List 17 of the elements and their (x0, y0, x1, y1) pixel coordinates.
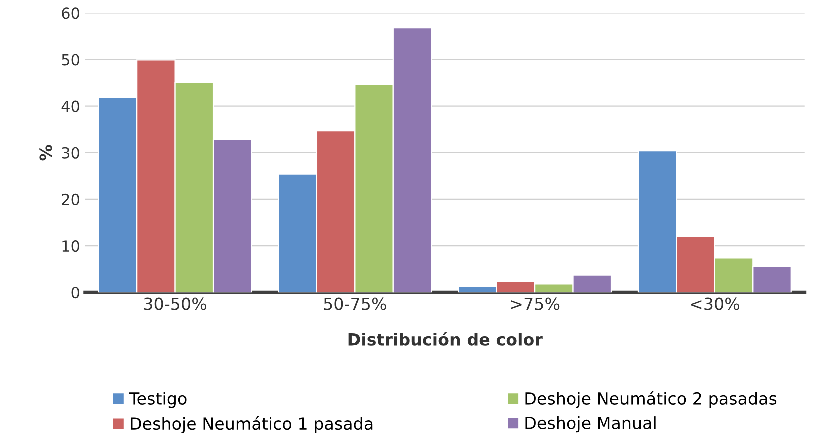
y-tick-label: 40 (62, 100, 80, 112)
x-axis-title: Distribución de color (348, 332, 543, 346)
y-tick-label: 20 (62, 194, 80, 206)
legend-label: Deshoje Neumático 1 pasada (131, 416, 373, 434)
y-axis-title: % (40, 145, 52, 161)
y-tick-label: 0 (72, 287, 80, 299)
legend-label: Testigo (129, 392, 187, 408)
x-tick-label: >75% (511, 298, 560, 310)
x-tick-label: 50-75% (324, 298, 386, 310)
y-tick-label: 10 (62, 240, 80, 252)
x-tick-label: <30% (691, 298, 740, 310)
legend-label: Deshoje Manual (526, 416, 656, 433)
y-tick-label: 30 (62, 147, 80, 159)
x-tick-label: 30-50% (144, 298, 207, 310)
y-tick-label: 60 (62, 8, 80, 20)
legend-label: Deshoje Neumático 2 pasadas (526, 391, 777, 408)
y-tick-label: 50 (62, 54, 80, 66)
